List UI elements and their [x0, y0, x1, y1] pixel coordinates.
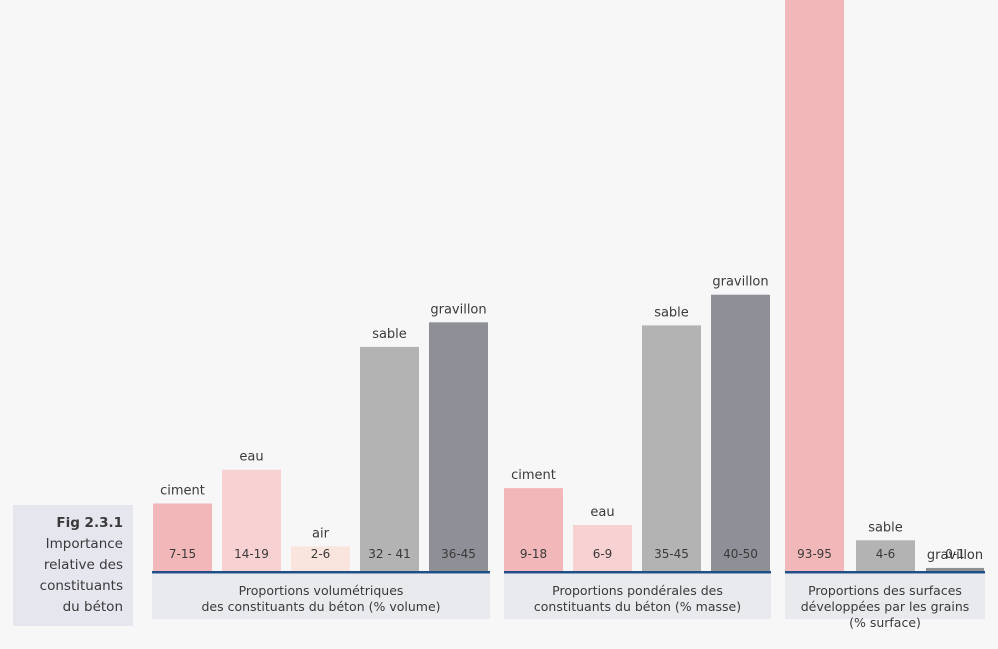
panel-2-value-label-sable: 35-45: [654, 547, 689, 561]
panel-3-bar-gravillon: [926, 567, 984, 571]
panel-2-bar-sable: [642, 325, 701, 571]
panel-1-value-label-air: 2-6: [311, 547, 331, 561]
panel-1-caption-band: [152, 574, 490, 619]
panel-1-category-label-air: air: [312, 526, 330, 541]
panel-1-baseline: [152, 571, 490, 574]
panel-2-value-label-ciment: 9-18: [520, 547, 547, 561]
figure-caption-line-1: Importance: [45, 536, 123, 552]
panel-3-value-label-sable: 4-6: [876, 547, 896, 561]
panel-3-value-label-ciment: 93-95: [797, 547, 832, 561]
figure-number: Fig 2.3.1: [56, 515, 123, 531]
panel-2-bar-ciment: [504, 488, 563, 571]
panel-2-title-line-1: Proportions pondérales des: [552, 583, 723, 598]
panel-1-bar-ciment: [153, 503, 212, 571]
panel-1-bar-gravillon: [429, 322, 488, 571]
panel-2-value-label-gravillon: 40-50: [723, 547, 758, 561]
panel-1-value-label-ciment: 7-15: [169, 547, 196, 561]
panel-1-category-label-ciment: ciment: [160, 483, 205, 498]
panel-1-title-line-2: des constituants du béton (% volume): [201, 599, 440, 614]
panel-1-value-label-eau: 14-19: [234, 547, 269, 561]
panel-1-bar-eau: [222, 469, 281, 571]
figure-caption-line-4: du béton: [62, 599, 123, 615]
panel-2-category-label-eau: eau: [590, 505, 614, 520]
panel-2-bar-eau: [573, 524, 632, 571]
panel-2-category-label-ciment: ciment: [511, 468, 556, 483]
panel-3-category-label-sable: sable: [868, 520, 903, 535]
panel-3-title-line-3: (% surface): [849, 615, 921, 630]
panel-1-value-label-gravillon: 36-45: [441, 547, 476, 561]
figure-caption-line-3: constituants: [39, 578, 123, 594]
panel-1-category-label-sable: sable: [372, 327, 407, 342]
panel-3-bar-ciment: [785, 0, 844, 571]
panel-1-value-label-sable: 32 - 41: [368, 547, 411, 561]
panel-3-baseline: [785, 571, 985, 574]
panel-3-bar-sable: [856, 540, 915, 571]
panel-3-value-label-gravillon: 0-1: [945, 547, 965, 561]
panel-3-title-line-2: développées par les grains: [801, 599, 970, 614]
panel-2-caption-band: [504, 574, 771, 619]
panel-1-bar-air: [291, 546, 350, 571]
panel-1-category-label-gravillon: gravillon: [430, 302, 486, 317]
panel-2-bar-gravillon: [711, 294, 770, 571]
panel-2-title-line-2: constituants du béton (% masse): [534, 599, 741, 614]
panel-3-category-label-gravillon: gravillon: [927, 548, 983, 563]
panel-1-bar-sable: [360, 346, 419, 571]
panel-3-title-line-1: Proportions des surfaces: [808, 583, 962, 598]
panel-2-category-label-sable: sable: [654, 305, 689, 320]
panel-3-caption-band: [785, 574, 985, 619]
panel-2-category-label-gravillon: gravillon: [712, 275, 768, 290]
panel-1-category-label-eau: eau: [239, 450, 263, 465]
panel-2-value-label-eau: 6-9: [593, 547, 613, 561]
figure-caption-box: Fig 2.3.1 Importance relative des consti…: [13, 505, 133, 626]
panel-2-baseline: [504, 571, 771, 574]
panel-1-title-line-1: Proportions volumétriques: [239, 583, 404, 598]
figure-caption-line-2: relative des: [43, 557, 123, 573]
